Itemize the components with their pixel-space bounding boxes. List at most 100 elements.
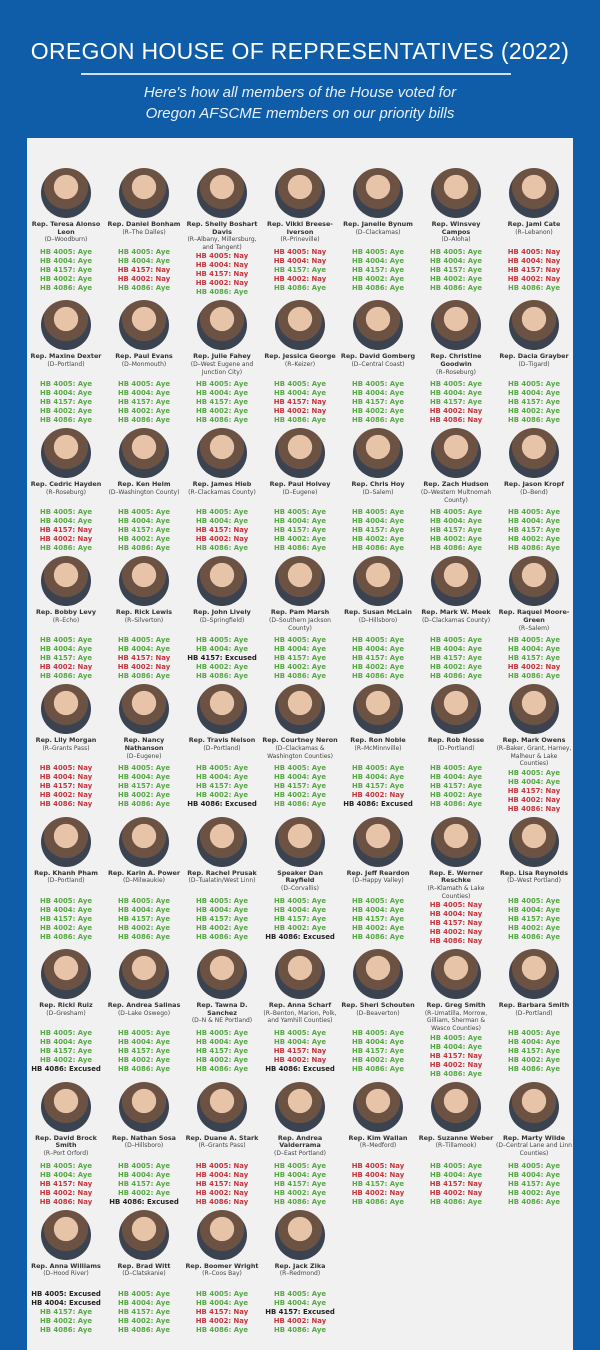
vote-separator: :	[72, 266, 78, 274]
vote-list: HB 4005: Nay HB 4004: Nay HB 4157: Nay HB 4…	[508, 248, 560, 293]
vote-line: HB 4157: Aye	[31, 1308, 101, 1317]
vote-line: HB 4086: Aye	[40, 933, 92, 942]
member-district: (D–Clatskanie)	[122, 1270, 166, 1278]
bill-number: HB 4004	[507, 389, 541, 398]
bill-number: HB 4005	[195, 252, 229, 261]
vote-line: HB 4002: Aye	[430, 663, 482, 672]
vote-separator: :	[462, 663, 468, 672]
vote-separator: :	[150, 672, 156, 681]
vote-line: HB 4005: Aye	[352, 508, 404, 517]
bill-number: HB 4004	[117, 389, 151, 398]
vote-line: HB 4004: Aye	[352, 645, 404, 654]
member-district: (D–Portland)	[437, 744, 475, 752]
member-name: Rep. Ken Helm	[117, 480, 171, 489]
member-photo	[275, 300, 325, 351]
page-title: OREGON HOUSE OF REPRESENTATIVES (2022)	[30, 38, 570, 64]
vote-separator: :	[72, 544, 78, 553]
vote-line: HB 4086: Aye	[352, 544, 404, 553]
member-photo	[197, 949, 247, 1000]
vote-value: Aye	[233, 398, 249, 407]
vote-separator: :	[462, 535, 468, 544]
bill-number: HB 4157	[39, 1179, 73, 1188]
bill-number: HB 4002	[429, 1060, 463, 1069]
bill-number: HB 4157	[507, 526, 541, 535]
member-card: Rep. Karin A. Power (D–Milwaukie) HB 4005:…	[105, 816, 183, 949]
vote-separator: :	[228, 1179, 234, 1188]
vote-value: Aye	[77, 248, 93, 256]
vote-separator: :	[72, 257, 78, 265]
vote-list: HB 4005: Aye HB 4004: Aye HB 4157: Aye HB 4…	[352, 636, 404, 681]
bill-number: HB 4004	[351, 905, 385, 914]
bill-number: HB 4002	[351, 275, 385, 283]
member-card: Rep. Vikki Breese-Iverson (R–Prineville) H…	[261, 168, 339, 300]
member-info: Rep. Barbara Smith (D–Portland)	[496, 1002, 572, 1029]
vote-line: HB 4086: Aye	[118, 1326, 170, 1335]
vote-value: Aye	[467, 764, 483, 773]
vote-line: HB 4004: Aye	[40, 645, 92, 654]
bill-number: HB 4005	[429, 1161, 463, 1170]
vote-value: Aye	[77, 645, 93, 654]
vote-line: HB 4004: Aye	[196, 1299, 248, 1308]
member-photo	[509, 300, 559, 351]
vote-separator: :	[150, 663, 156, 672]
bill-number: HB 4005	[39, 896, 73, 905]
vote-separator: :	[306, 275, 312, 283]
vote-list: HB 4005: Nay HB 4004: Nay HB 4157: Nay HB 4…	[196, 1162, 248, 1207]
vote-separator: :	[150, 508, 156, 517]
vote-separator: :	[306, 1029, 312, 1038]
bill-number: HB 4002	[195, 1316, 229, 1325]
vote-line: HB 4005: Aye	[118, 897, 170, 906]
vote-value: Nay	[545, 663, 561, 672]
vote-list: HB 4005: Aye HB 4004: Aye HB 4157: Aye HB 4…	[118, 380, 170, 425]
bill-number: HB 4002	[195, 535, 229, 544]
vote-list: HB 4005: Aye HB 4004: Aye HB 4157: Aye HB 4…	[508, 380, 560, 425]
vote-value: Aye	[155, 526, 171, 535]
vote-list: HB 4005: Aye HB 4004: Aye HB 4157: Aye HB 4…	[187, 764, 257, 809]
member-district: (D–Eugene)	[126, 752, 162, 760]
bill-number: HB 4004	[273, 1170, 307, 1179]
bill-number: HB 4157	[195, 398, 229, 407]
member-info: Rep. Lily Morgan (R–Grants Pass)	[28, 737, 104, 764]
vote-value: Nay	[467, 937, 483, 946]
member-info: Rep. Khanh Pham (D–Portland)	[28, 869, 104, 897]
vote-value: Aye	[467, 508, 483, 517]
vote-line: HB 4002: Aye	[430, 275, 482, 284]
member-info: Rep. John Lively (D–Springfield)	[184, 609, 260, 636]
vote-separator: :	[306, 508, 312, 517]
vote-line: HB 4157: Aye	[196, 1047, 248, 1056]
member-photo	[41, 428, 91, 479]
member-info: Rep. Zach Hudson (D–Western Multnomah Cou…	[418, 481, 494, 508]
vote-value: Aye	[233, 1298, 249, 1307]
vote-separator: :	[462, 389, 468, 398]
vote-value: Aye	[77, 389, 93, 398]
vote-value: Aye	[233, 663, 249, 672]
vote-value: Aye	[389, 1056, 405, 1065]
vote-separator: :	[150, 1029, 156, 1038]
vote-separator: :	[384, 791, 390, 800]
vote-value: Aye	[389, 407, 405, 416]
member-photo	[197, 684, 247, 735]
vote-separator: :	[150, 275, 156, 283]
bill-number: HB 4005	[351, 1029, 385, 1038]
member-info: Rep. Raquel Moore-Green (R–Salem)	[496, 609, 572, 636]
member-name: Rep. Greg Smith	[426, 1001, 486, 1010]
title-divider	[81, 73, 511, 75]
vote-separator: :	[228, 1065, 234, 1074]
vote-separator: :	[228, 896, 234, 905]
vote-line: HB 4005: Aye	[187, 764, 257, 773]
vote-line: HB 4002: Nay	[430, 1189, 482, 1198]
bill-number: HB 4004	[429, 517, 463, 526]
vote-value: Aye	[389, 398, 405, 407]
vote-separator: :	[72, 672, 78, 681]
bill-number: HB 4005	[31, 1289, 64, 1298]
vote-value: Aye	[311, 1161, 327, 1170]
subtitle-line: Oregon AFSCME members on our priority bi…	[145, 105, 455, 122]
vote-separator: :	[150, 654, 156, 663]
bill-number: HB 4004	[117, 1298, 151, 1307]
member-photo	[119, 816, 169, 867]
vote-value: Nay	[389, 1170, 405, 1179]
vote-separator: :	[150, 1047, 156, 1056]
bill-number: HB 4086	[273, 800, 307, 809]
vote-line: HB 4002: Aye	[430, 535, 482, 544]
member-name: Rep. E. Werner Reschke	[429, 868, 483, 885]
